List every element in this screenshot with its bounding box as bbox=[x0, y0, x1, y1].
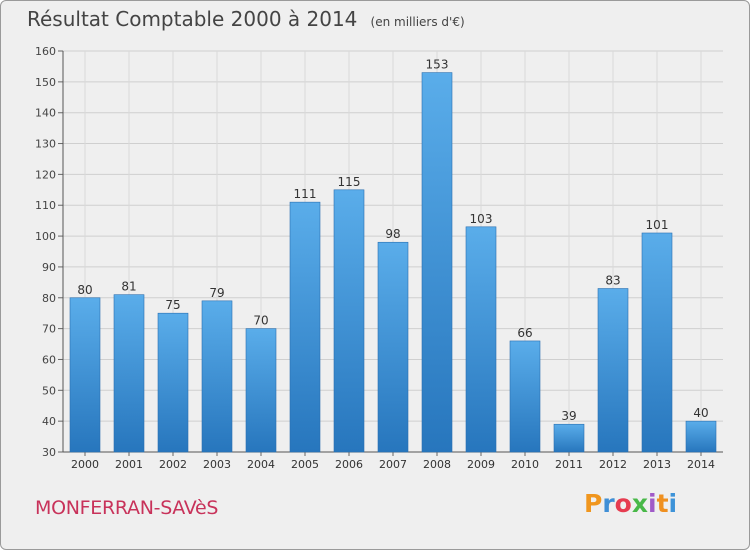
chart-subtitle: (en milliers d'€) bbox=[370, 15, 465, 29]
bar-2001 bbox=[113, 294, 145, 453]
title-row: Résultat Comptable 2000 à 2014 (en milli… bbox=[27, 7, 465, 31]
x-tick-label: 2001 bbox=[115, 458, 143, 471]
bar-2003 bbox=[201, 300, 233, 453]
y-tick-label: 130 bbox=[35, 138, 56, 151]
bar-value-label: 111 bbox=[294, 187, 317, 201]
bar-2000 bbox=[69, 297, 101, 453]
x-tick-label: 2008 bbox=[423, 458, 451, 471]
y-tick-label: 30 bbox=[42, 446, 56, 459]
y-tick-label: 50 bbox=[42, 384, 56, 397]
city-name: MONFERRAN-SAVèS bbox=[35, 497, 219, 519]
bar-2011 bbox=[553, 423, 585, 453]
bar-value-label: 81 bbox=[121, 280, 136, 294]
x-tick-label: 2012 bbox=[599, 458, 627, 471]
bar-2002 bbox=[157, 312, 189, 453]
x-tick-label: 2009 bbox=[467, 458, 495, 471]
x-tick-label: 2011 bbox=[555, 458, 583, 471]
logo-letter: i bbox=[648, 489, 657, 518]
bar-layer: 80 81 75 79 70 111 115 98 153 103 66 39 83 101 40 bbox=[69, 58, 717, 453]
x-tick-label: 2000 bbox=[71, 458, 99, 471]
x-tick-label: 2004 bbox=[247, 458, 275, 471]
bar-2007 bbox=[377, 241, 409, 453]
bar-value-label: 75 bbox=[165, 298, 180, 312]
bar-value-label: 39 bbox=[561, 409, 576, 423]
x-tick-label: 2003 bbox=[203, 458, 231, 471]
bar-2010 bbox=[509, 340, 541, 453]
y-tick-label: 110 bbox=[35, 199, 56, 212]
x-tick-label: 2007 bbox=[379, 458, 407, 471]
y-tick-label: 160 bbox=[35, 45, 56, 58]
y-tick-label: 150 bbox=[35, 76, 56, 89]
bar-value-label: 80 bbox=[77, 283, 92, 297]
y-tick-label: 80 bbox=[42, 292, 56, 305]
bar-value-label: 98 bbox=[385, 227, 400, 241]
bar-value-label: 115 bbox=[338, 175, 361, 189]
x-tick-label: 2002 bbox=[159, 458, 187, 471]
bar-value-label: 70 bbox=[253, 314, 268, 328]
bar-2005 bbox=[289, 201, 321, 453]
bar-2012 bbox=[597, 288, 629, 453]
y-tick-label: 90 bbox=[42, 261, 56, 274]
bar-value-label: 103 bbox=[470, 212, 493, 226]
bar-value-label: 153 bbox=[426, 58, 449, 72]
bar-value-label: 66 bbox=[517, 326, 532, 340]
x-tick-label: 2014 bbox=[687, 458, 715, 471]
bar-value-label: 101 bbox=[646, 218, 669, 232]
y-tick-label: 40 bbox=[42, 415, 56, 428]
y-tick-label: 70 bbox=[42, 323, 56, 336]
bar-2013 bbox=[641, 232, 673, 453]
y-tick-label: 140 bbox=[35, 107, 56, 120]
proxiti-logo: Proxiti bbox=[584, 489, 677, 518]
y-tick-label: 100 bbox=[35, 230, 56, 243]
bar-value-label: 40 bbox=[693, 406, 708, 420]
y-tick-label: 60 bbox=[42, 353, 56, 366]
bar-value-label: 79 bbox=[209, 286, 224, 300]
y-tick-label: 120 bbox=[35, 168, 56, 181]
bar-2006 bbox=[333, 189, 365, 453]
x-tick-label: 2006 bbox=[335, 458, 363, 471]
chart-title: Résultat Comptable 2000 à 2014 bbox=[27, 7, 358, 31]
bar-2014 bbox=[685, 420, 717, 453]
bar-2009 bbox=[465, 226, 497, 453]
logo-letter: o bbox=[614, 489, 632, 518]
logo-letter: r bbox=[602, 489, 615, 518]
bar-value-label: 83 bbox=[605, 274, 620, 288]
logo-letter: i bbox=[668, 489, 678, 518]
bar-2008 bbox=[421, 72, 453, 453]
logo-letter: t bbox=[656, 489, 669, 518]
x-tick-label: 2005 bbox=[291, 458, 319, 471]
logo-letter: P bbox=[584, 489, 603, 518]
bar-2004 bbox=[245, 328, 277, 453]
logo-letter: x bbox=[631, 489, 648, 518]
x-tick-label: 2010 bbox=[511, 458, 539, 471]
x-tick-label: 2013 bbox=[643, 458, 671, 471]
